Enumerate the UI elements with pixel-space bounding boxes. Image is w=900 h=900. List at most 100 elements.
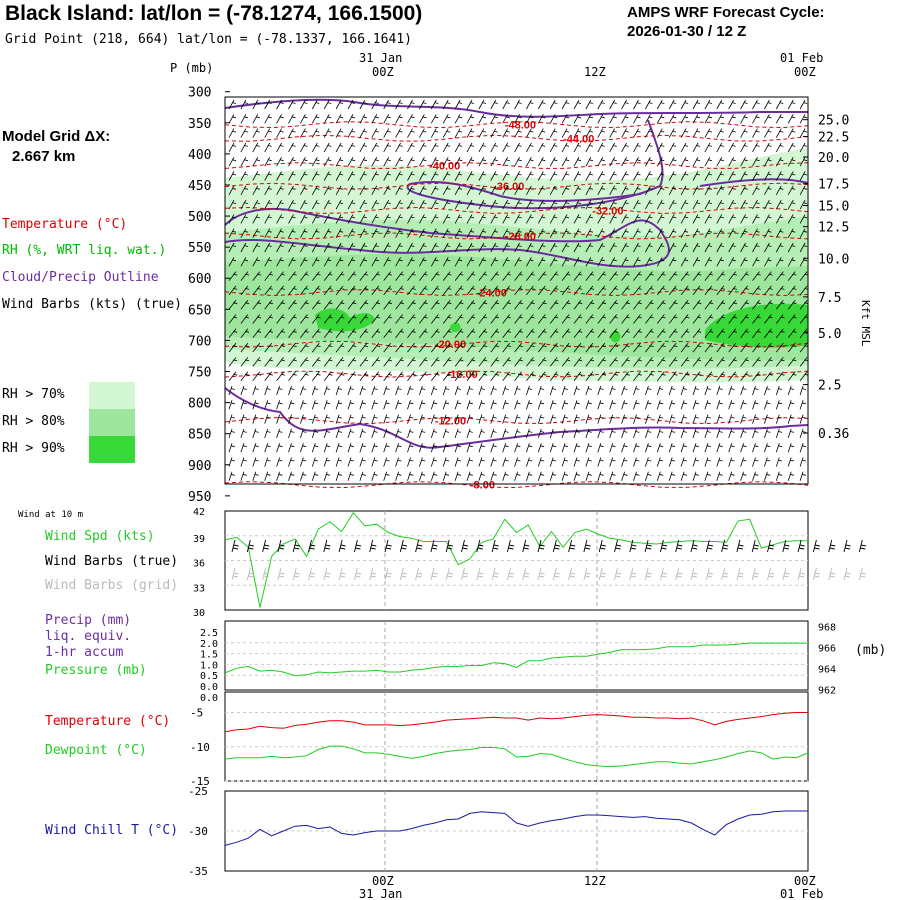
wind-barb <box>799 414 806 424</box>
wind-barb <box>609 371 618 381</box>
surface-wind-barb-grid <box>445 567 453 581</box>
wind-barb <box>514 114 522 124</box>
rh-region-90-a <box>315 308 375 332</box>
wind-barb <box>514 142 522 153</box>
wind-barb <box>621 443 628 453</box>
wind-barb <box>347 199 356 210</box>
wind-barb <box>633 142 641 153</box>
wind-barb <box>692 271 702 281</box>
wind-barb <box>228 285 238 296</box>
wind-barb <box>347 457 354 467</box>
precip-tick-label: 2.5 <box>200 628 218 639</box>
wind-barb <box>371 228 379 238</box>
wind-barb <box>680 371 690 381</box>
wind-barb <box>787 371 797 381</box>
wind-barb <box>371 171 379 181</box>
wind-barb <box>633 385 640 396</box>
wind-barb <box>371 299 381 310</box>
wind-barb <box>680 285 690 296</box>
pressure-tick-label: 500 <box>188 210 211 225</box>
wind-barb <box>752 299 761 310</box>
wind-barb <box>692 114 701 124</box>
isotherm-label: -28.00 <box>505 231 536 243</box>
wind-barb <box>537 428 545 439</box>
wind-barb <box>609 142 617 153</box>
surface-wind-barb-grid <box>308 567 316 581</box>
wind-barb <box>668 443 676 453</box>
wind-barb <box>347 385 354 396</box>
wind-barb <box>490 342 500 353</box>
surface-wind-barb-true <box>461 539 469 553</box>
wind-barb <box>276 157 284 167</box>
wind-barb <box>597 214 605 224</box>
wind-barb <box>252 242 260 253</box>
wind-barb <box>430 171 439 181</box>
wind-barb <box>395 299 404 310</box>
wind-barb <box>680 228 689 238</box>
wind-barb <box>430 385 438 396</box>
wind-barb <box>300 114 308 124</box>
wind-barb <box>537 457 545 467</box>
wind-barb <box>585 371 595 381</box>
wind-barb <box>419 285 428 296</box>
surface-wind-barb-true <box>705 539 713 553</box>
wind-barb <box>252 99 260 110</box>
wind-barb <box>549 443 557 453</box>
wind-barb <box>692 428 699 439</box>
legend-rh: RH (%, WRT liq. wat.) <box>2 243 167 258</box>
wind-barb <box>514 314 523 324</box>
wind-barb <box>787 214 796 224</box>
wind-barb <box>728 185 736 195</box>
wind-barb <box>645 99 653 110</box>
wind-barb <box>609 99 617 110</box>
wind-barb <box>466 314 476 324</box>
wind-barb <box>621 257 629 267</box>
wind-barb <box>323 285 333 296</box>
wind-barb <box>395 328 404 339</box>
wind-barb <box>680 257 689 267</box>
wind-barb <box>300 428 307 439</box>
wind-barb <box>573 299 583 310</box>
wind-barb <box>526 271 535 281</box>
wind-barb <box>490 185 498 195</box>
wind-barb <box>645 328 654 339</box>
wind-barb <box>347 342 357 353</box>
wind-barb <box>240 142 248 153</box>
wind-barb <box>323 199 332 210</box>
wind-barb <box>764 171 772 181</box>
surface-wind-barb-grid <box>568 567 576 581</box>
wind-barb <box>300 128 308 138</box>
wind-barb <box>680 457 687 467</box>
wind-barb <box>787 142 796 153</box>
wind-barb <box>799 228 808 238</box>
wind-barb <box>728 171 736 181</box>
wind-barb <box>621 214 629 224</box>
wind-barb <box>740 371 749 381</box>
wind-barb <box>490 271 500 281</box>
surface-wind-barb-true <box>614 539 622 553</box>
wind-barb <box>692 99 701 110</box>
wind-barb <box>609 285 618 296</box>
wind-barb <box>478 342 488 353</box>
wind-barb <box>633 414 640 424</box>
wind-barb <box>311 257 320 267</box>
wind-barb <box>430 199 439 210</box>
isotherm-label: -36.00 <box>493 181 524 193</box>
wind-barb <box>597 443 604 453</box>
wind-barb <box>633 285 642 296</box>
wind-barb <box>323 171 332 181</box>
wind-barb <box>656 328 666 339</box>
isotherm-label: -20.00 <box>435 339 466 351</box>
wind-barb <box>335 142 344 153</box>
wind-barb <box>490 314 500 324</box>
surface-wind-barb-grid <box>430 567 438 581</box>
wind-barb <box>419 428 426 439</box>
wind-barb <box>240 185 248 195</box>
wind-barb <box>228 157 237 167</box>
wind-barb <box>573 157 582 167</box>
wind-barb <box>300 199 308 210</box>
wind-barb <box>276 114 284 124</box>
wind-barb <box>454 385 461 396</box>
wind-barb <box>264 428 271 439</box>
wind-barb <box>311 314 321 324</box>
